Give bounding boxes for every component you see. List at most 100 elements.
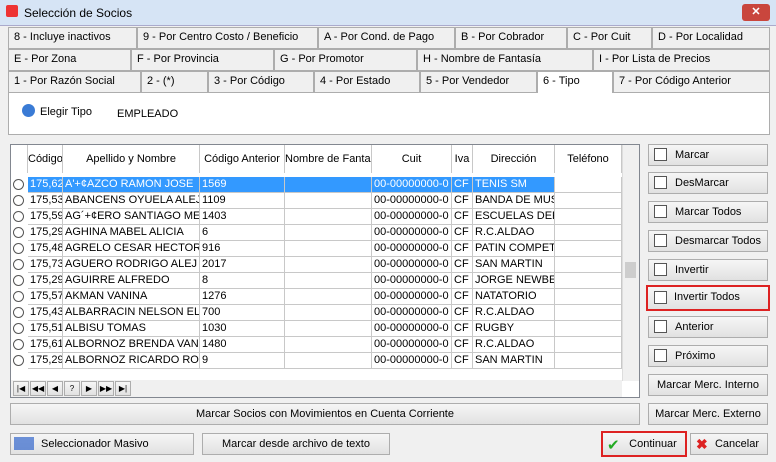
tab[interactable]: G - Por Promotor bbox=[274, 49, 417, 71]
side-button[interactable]: Invertir bbox=[648, 259, 768, 281]
table-cell[interactable] bbox=[555, 241, 622, 257]
table-cell[interactable] bbox=[285, 225, 372, 241]
table-cell[interactable]: PATIN COMPET bbox=[473, 241, 555, 257]
nav-button[interactable]: |◀ bbox=[13, 381, 29, 396]
table-cell[interactable]: 00-00000000-0 bbox=[372, 273, 452, 289]
table-cell[interactable]: 00-00000000-0 bbox=[372, 209, 452, 225]
radio[interactable] bbox=[13, 355, 24, 366]
table-cell[interactable] bbox=[555, 305, 622, 321]
table-cell[interactable]: AGUIRRE ALFREDO bbox=[63, 273, 200, 289]
table-cell[interactable]: ALBORNOZ RICARDO RO bbox=[63, 353, 200, 369]
table-cell[interactable] bbox=[285, 241, 372, 257]
table-cell[interactable]: 1109 bbox=[200, 193, 285, 209]
table-cell[interactable]: 916 bbox=[200, 241, 285, 257]
table-cell[interactable]: NATATORIO bbox=[473, 289, 555, 305]
table-cell[interactable] bbox=[555, 337, 622, 353]
table-cell[interactable]: RUGBY bbox=[473, 321, 555, 337]
table-cell[interactable]: 00-00000000-0 bbox=[372, 225, 452, 241]
table-cell[interactable]: AGHINA MABEL ALICIA bbox=[63, 225, 200, 241]
table-cell[interactable] bbox=[555, 225, 622, 241]
table-cell[interactable]: 175,596 bbox=[28, 209, 63, 225]
table-cell[interactable] bbox=[555, 177, 622, 193]
wide-button[interactable]: Marcar Socios con Movimientos en Cuenta … bbox=[10, 403, 640, 425]
table-cell[interactable]: 175,572 bbox=[28, 289, 63, 305]
table-cell[interactable]: 175,297 bbox=[28, 353, 63, 369]
side-button[interactable]: Anterior bbox=[648, 316, 768, 338]
table-cell[interactable] bbox=[285, 209, 372, 225]
table-cell[interactable]: AGUERO RODRIGO ALEJ bbox=[63, 257, 200, 273]
table-cell[interactable]: 00-00000000-0 bbox=[372, 321, 452, 337]
table-cell[interactable] bbox=[555, 193, 622, 209]
table-cell[interactable] bbox=[285, 273, 372, 289]
radio[interactable] bbox=[13, 259, 24, 270]
table-cell[interactable]: A'+¢AZCO RAMON JOSE bbox=[63, 177, 200, 193]
table-cell[interactable]: 175,435 bbox=[28, 305, 63, 321]
table-cell[interactable]: ESCUELAS DEF bbox=[473, 209, 555, 225]
table-cell[interactable]: BANDA DE MUS bbox=[473, 193, 555, 209]
tab[interactable]: 7 - Por Código Anterior bbox=[613, 71, 770, 93]
tab[interactable]: D - Por Localidad bbox=[652, 27, 770, 49]
cancelar-button[interactable]: Cancelar bbox=[690, 433, 768, 455]
table-cell[interactable]: 1276 bbox=[200, 289, 285, 305]
tab[interactable]: 4 - Por Estado bbox=[314, 71, 420, 93]
table-cell[interactable] bbox=[555, 273, 622, 289]
tab[interactable]: 5 - Por Vendedor bbox=[420, 71, 537, 93]
tab[interactable]: E - Por Zona bbox=[8, 49, 131, 71]
nav-button[interactable]: ▶▶ bbox=[98, 381, 114, 396]
table-cell[interactable] bbox=[285, 177, 372, 193]
table-cell[interactable]: AG´+¢ERO SANTIAGO ME bbox=[63, 209, 200, 225]
table-cell[interactable]: 00-00000000-0 bbox=[372, 289, 452, 305]
radio[interactable] bbox=[13, 307, 24, 318]
table-cell[interactable]: 00-00000000-0 bbox=[372, 353, 452, 369]
tab[interactable]: B - Por Cobrador bbox=[455, 27, 567, 49]
tab[interactable]: 3 - Por Código bbox=[208, 71, 314, 93]
table-cell[interactable]: SAN MARTIN bbox=[473, 257, 555, 273]
table-cell[interactable] bbox=[285, 305, 372, 321]
table-cell[interactable]: ALBISU TOMAS bbox=[63, 321, 200, 337]
nav-button[interactable]: ◀◀ bbox=[30, 381, 46, 396]
nav-button[interactable]: ▶| bbox=[115, 381, 131, 396]
table-cell[interactable]: 175,295 bbox=[28, 225, 63, 241]
side-button[interactable]: Marcar bbox=[648, 144, 768, 166]
tab[interactable]: I - Por Lista de Precios bbox=[593, 49, 770, 71]
table-cell[interactable]: 1480 bbox=[200, 337, 285, 353]
table-cell[interactable]: 1403 bbox=[200, 209, 285, 225]
tab[interactable]: H - Nombre de Fantasía bbox=[417, 49, 593, 71]
table-cell[interactable] bbox=[285, 257, 372, 273]
side-button[interactable]: Marcar Merc. Interno bbox=[648, 374, 768, 396]
table-cell[interactable]: 8 bbox=[200, 273, 285, 289]
tab[interactable]: 6 - Tipo bbox=[537, 71, 613, 94]
continuar-button[interactable]: Continuar bbox=[601, 431, 687, 457]
close-button[interactable]: ✕ bbox=[742, 4, 770, 21]
table-cell[interactable] bbox=[555, 321, 622, 337]
table-cell[interactable]: 175,736 bbox=[28, 257, 63, 273]
nav-button[interactable]: ▶ bbox=[81, 381, 97, 396]
tab[interactable]: 9 - Por Centro Costo / Beneficio bbox=[137, 27, 318, 49]
tab[interactable]: 1 - Por Razón Social bbox=[8, 71, 141, 93]
table-cell[interactable]: CF bbox=[452, 353, 473, 369]
table-cell[interactable]: 175,533 bbox=[28, 193, 63, 209]
radio[interactable] bbox=[13, 195, 24, 206]
table-cell[interactable]: AGRELO CESAR HECTOR bbox=[63, 241, 200, 257]
radio[interactable] bbox=[13, 243, 24, 254]
table-cell[interactable] bbox=[555, 353, 622, 369]
table-cell[interactable]: CF bbox=[452, 241, 473, 257]
table-cell[interactable]: R.C.ALDAO bbox=[473, 337, 555, 353]
table-cell[interactable]: CF bbox=[452, 225, 473, 241]
radio[interactable] bbox=[13, 211, 24, 222]
table-cell[interactable]: ALBARRACIN NELSON EL bbox=[63, 305, 200, 321]
table-cell[interactable] bbox=[555, 289, 622, 305]
table-cell[interactable]: 175,624 bbox=[28, 177, 63, 193]
table-cell[interactable] bbox=[285, 353, 372, 369]
side-button[interactable]: DesMarcar bbox=[648, 172, 768, 194]
table-cell[interactable]: 00-00000000-0 bbox=[372, 305, 452, 321]
table-cell[interactable] bbox=[285, 321, 372, 337]
side-button[interactable]: Desmarcar Todos bbox=[648, 230, 768, 252]
radio[interactable] bbox=[13, 291, 24, 302]
radio[interactable] bbox=[13, 275, 24, 286]
table-cell[interactable]: 1030 bbox=[200, 321, 285, 337]
radio[interactable] bbox=[13, 339, 24, 350]
side-button[interactable]: Próximo bbox=[648, 345, 768, 367]
table-cell[interactable]: SAN MARTIN bbox=[473, 353, 555, 369]
table-cell[interactable] bbox=[285, 289, 372, 305]
